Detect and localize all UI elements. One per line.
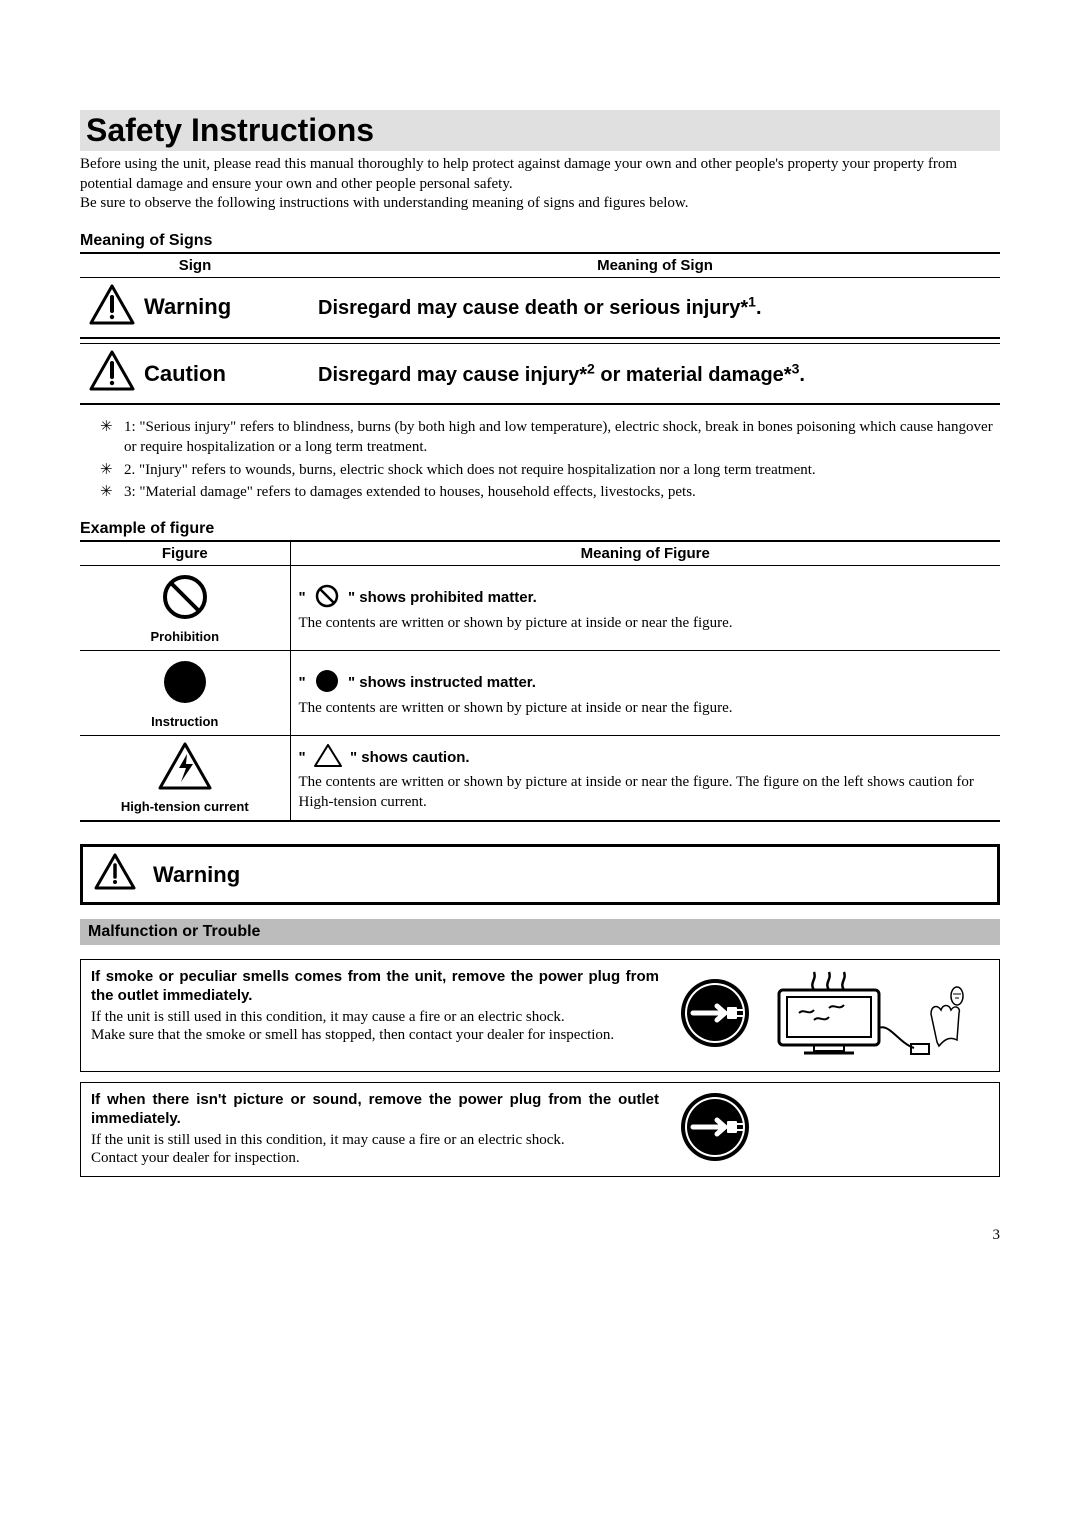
inst1-headline: If smoke or peculiar smells comes from t… xyxy=(91,968,659,1006)
figure-header: Figure xyxy=(80,541,290,566)
meaning-of-signs-heading: Meaning of Signs xyxy=(80,232,1000,250)
example-of-figure-heading: Example of figure xyxy=(80,520,1000,538)
page-number: 3 xyxy=(80,1227,1000,1244)
warning-meaning: Disregard may cause death or serious inj… xyxy=(310,277,1000,338)
table-row: Instruction " " shows instructed matter.… xyxy=(80,651,1000,736)
caution-small-icon xyxy=(314,744,342,774)
page-title: Safety Instructions xyxy=(86,112,994,149)
footnote-star-icon: ✳ xyxy=(100,417,124,458)
title-bar: Safety Instructions xyxy=(80,110,1000,151)
footnotes: ✳ 1: "Serious injury" refers to blindnes… xyxy=(80,417,1000,502)
inst2-headline: If when there isn't picture or sound, re… xyxy=(91,1091,659,1129)
footnote-1: ✳ 1: "Serious injury" refers to blindnes… xyxy=(100,417,1000,458)
unplug-icon xyxy=(679,1091,751,1168)
instruction-box-2: If when there isn't picture or sound, re… xyxy=(80,1082,1000,1177)
inst2-illustration xyxy=(679,1091,989,1168)
warning-heading-box: Warning xyxy=(80,844,1000,905)
signs-table: Sign Meaning of Sign Warning Disregard m… xyxy=(80,252,1000,406)
intro-line2: Be sure to observe the following instruc… xyxy=(80,195,689,211)
figure-table: Figure Meaning of Figure Prohibition " "… xyxy=(80,540,1000,822)
warning-triangle-icon xyxy=(88,284,136,331)
inst2-body2: Contact your dealer for inspection. xyxy=(91,1149,659,1168)
meaning-header: Meaning of Sign xyxy=(310,253,1000,278)
fig2-label: Instruction xyxy=(88,714,282,729)
footnote-2: ✳ 2. "Injury" refers to wounds, burns, e… xyxy=(100,460,1000,480)
instruction-small-icon xyxy=(314,668,340,700)
intro-line1: Before using the unit, please read this … xyxy=(80,156,957,192)
caution-meaning: Disregard may cause injury*2 or material… xyxy=(310,344,1000,405)
subsection-heading: Malfunction or Trouble xyxy=(80,919,1000,945)
caution-label: Caution xyxy=(144,361,226,387)
sign-header: Sign xyxy=(80,253,310,278)
warning-label: Warning xyxy=(144,294,231,320)
footnote-3: ✳ 3: "Material damage" refers to damages… xyxy=(100,482,1000,502)
instruction-icon xyxy=(88,657,282,712)
footnote-star-icon: ✳ xyxy=(100,482,124,502)
inst2-body1: If the unit is still used in this condit… xyxy=(91,1131,659,1150)
intro-text: Before using the unit, please read this … xyxy=(80,155,1000,214)
high-tension-icon xyxy=(88,742,282,797)
tv-smoke-icon xyxy=(759,968,969,1063)
warning-triangle-icon xyxy=(93,853,137,896)
table-row: Prohibition " " shows prohibited matter.… xyxy=(80,566,1000,651)
prohibition-icon xyxy=(88,572,282,627)
inst1-illustration xyxy=(679,968,989,1063)
unplug-icon xyxy=(679,977,751,1054)
warning-section-label: Warning xyxy=(153,862,240,888)
table-row: High-tension current " " shows caution. … xyxy=(80,736,1000,822)
warning-sign-cell: Warning xyxy=(80,277,310,338)
fig1-label: Prohibition xyxy=(88,629,282,644)
footnote-star-icon: ✳ xyxy=(100,460,124,480)
fig3-label: High-tension current xyxy=(88,799,282,814)
instruction-box-1: If smoke or peculiar smells comes from t… xyxy=(80,959,1000,1072)
caution-sign-cell: Caution xyxy=(80,344,310,405)
prohibition-small-icon xyxy=(314,583,340,615)
figure-meaning-header: Meaning of Figure xyxy=(290,541,1000,566)
inst1-body1: If the unit is still used in this condit… xyxy=(91,1008,659,1027)
inst1-body2: Make sure that the smoke or smell has st… xyxy=(91,1026,659,1045)
caution-triangle-icon xyxy=(88,350,136,397)
